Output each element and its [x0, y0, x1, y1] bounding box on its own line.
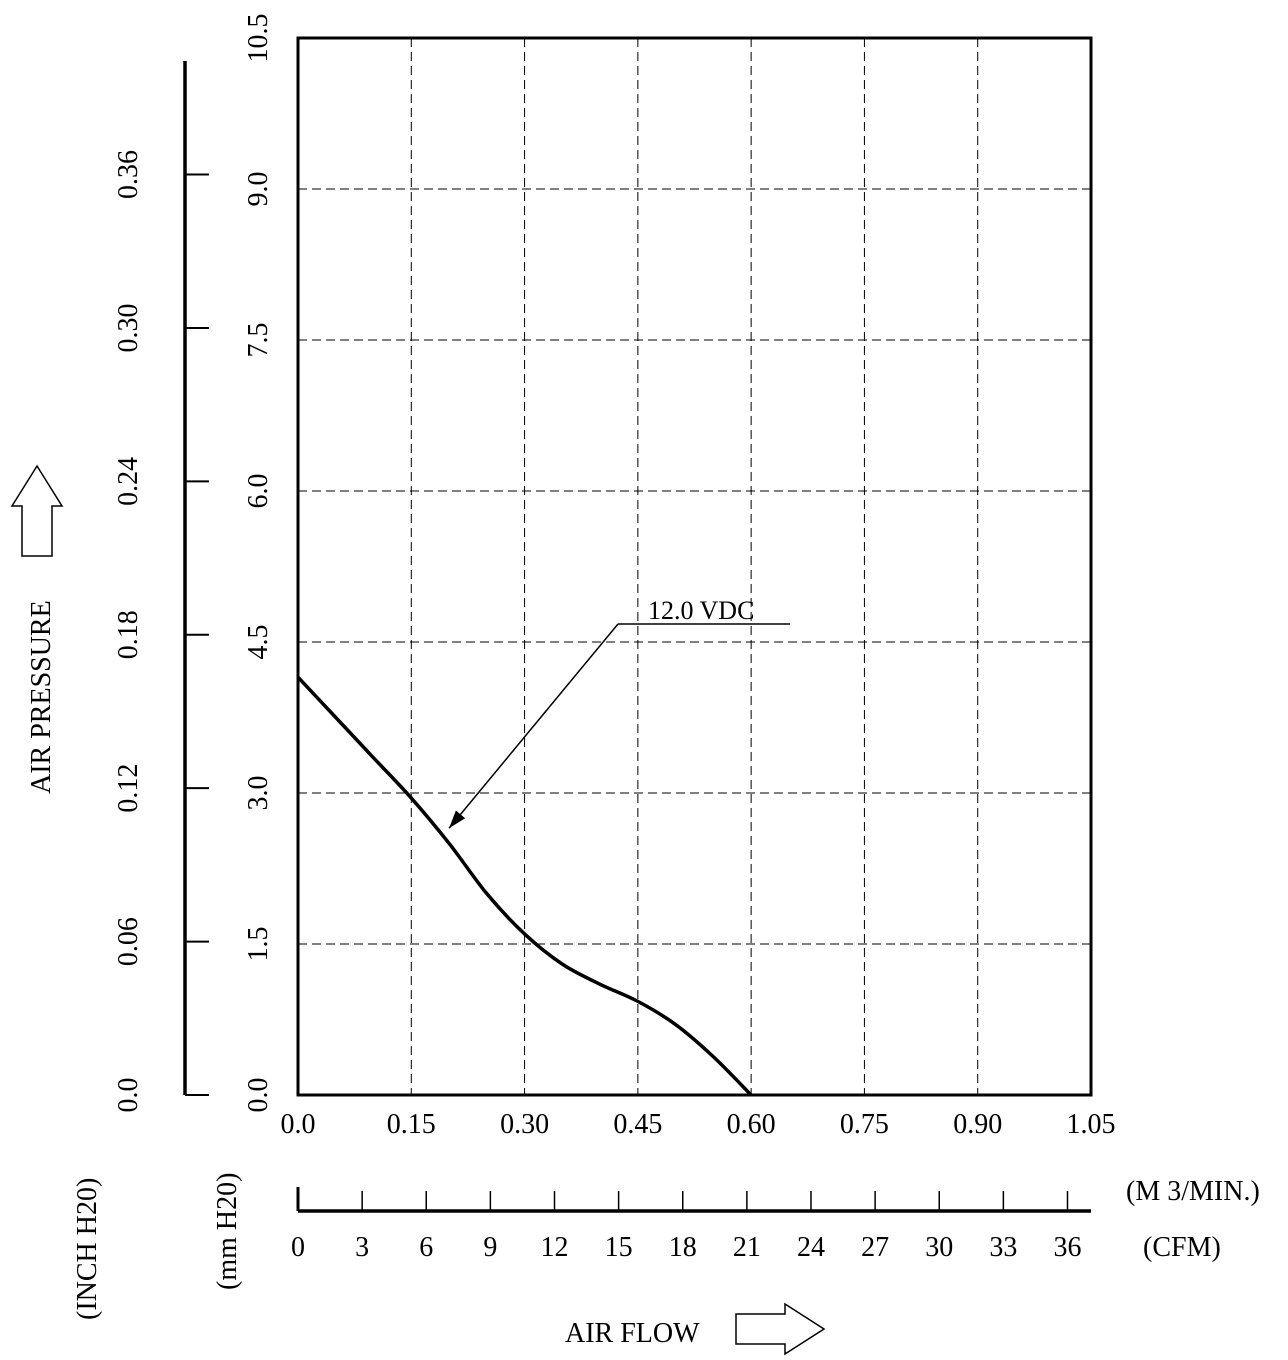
- y-axis-title: AIR PRESSURE: [26, 600, 57, 794]
- y-tick-label-inch: 0.06: [113, 917, 144, 966]
- annotation-label: 12.0 VDC: [648, 596, 754, 625]
- x-axis-m3-ticks: 0.0 0.15 0.30 0.45 0.60 0.75 0.90 1.05: [281, 1109, 1116, 1140]
- annotation-arrowhead: [449, 810, 466, 829]
- x-tick-label-cfm: 6: [419, 1232, 433, 1263]
- x-tick-label-cfm: 33: [989, 1232, 1017, 1263]
- x-tick-label-m3: 0.15: [387, 1109, 436, 1140]
- x-tick-label-cfm: 12: [540, 1232, 568, 1263]
- grid-lines: [298, 38, 1091, 1095]
- x-unit-secondary: (CFM): [1143, 1232, 1221, 1263]
- x-tick-label-cfm: 30: [925, 1232, 953, 1263]
- y-unit-secondary: (INCH H20): [72, 1178, 103, 1320]
- x-tick-label-m3: 0.90: [953, 1109, 1002, 1140]
- x-tick-label-cfm: 0: [291, 1232, 305, 1263]
- x-axis-title: AIR FLOW: [565, 1318, 700, 1349]
- x-tick-label-m3: 0.60: [727, 1109, 776, 1140]
- y-axis-mm-ticks: 0.0 1.5 3.0 4.5 6.0 7.5 9.0 10.5: [243, 14, 274, 1113]
- x-tick-label-m3: 0.45: [613, 1109, 662, 1140]
- x-tick-label-cfm: 3: [355, 1232, 369, 1263]
- y-tick-label-inch: 0.36: [113, 150, 144, 199]
- x-tick-label-cfm: 27: [861, 1232, 889, 1263]
- x-direction-arrow-icon: [735, 1302, 826, 1356]
- series-line-12vdc: [296, 676, 753, 1097]
- y-tick-label-mm: 0.0: [243, 1078, 274, 1113]
- y-tick-label-mm: 10.5: [243, 14, 274, 63]
- y-direction-arrow-icon: [10, 464, 64, 557]
- y-tick-label-mm: 9.0: [243, 172, 274, 207]
- x-tick-label-cfm: 9: [483, 1232, 497, 1263]
- x-tick-label-m3: 0.0: [281, 1109, 316, 1140]
- x-tick-label-cfm: 36: [1053, 1232, 1081, 1263]
- x-unit-primary: (M 3/MIN.): [1126, 1176, 1260, 1207]
- y-tick-label-inch: 0.12: [113, 764, 144, 813]
- y-tick-label-mm: 4.5: [243, 625, 274, 660]
- y-unit-primary: (mm H20): [212, 1173, 243, 1290]
- x-tick-label-cfm: 24: [797, 1232, 825, 1263]
- y-tick-label-inch: 0.30: [113, 303, 144, 352]
- y-tick-label-inch: 0.0: [113, 1078, 144, 1113]
- x-tick-label-m3: 0.30: [500, 1109, 549, 1140]
- x-tick-label-cfm: 15: [605, 1232, 633, 1263]
- x-tick-label-cfm: 18: [669, 1232, 697, 1263]
- y-axis-inch: 0.0 0.06 0.12 0.18 0.24 0.30 0.36: [113, 61, 209, 1113]
- y-tick-label-inch: 0.18: [113, 610, 144, 659]
- y-tick-label-mm: 3.0: [243, 776, 274, 811]
- y-tick-label-mm: 1.5: [243, 927, 274, 962]
- y-tick-label-mm: 6.0: [243, 474, 274, 509]
- y-tick-label-inch: 0.24: [113, 457, 144, 506]
- y-tick-label-mm: 7.5: [243, 323, 274, 358]
- x-tick-label-m3: 1.05: [1067, 1109, 1116, 1140]
- plot-frame: [296, 36, 1093, 1097]
- series-annotation: 12.0 VDC: [448, 596, 790, 829]
- x-tick-label-m3: 0.75: [840, 1109, 889, 1140]
- x-axis-cfm: 0 3 6 9 12 15 18 21 24 27 30 33 36: [291, 1187, 1091, 1263]
- x-tick-label-cfm: 21: [733, 1232, 761, 1263]
- annotation-leader: [448, 623, 619, 829]
